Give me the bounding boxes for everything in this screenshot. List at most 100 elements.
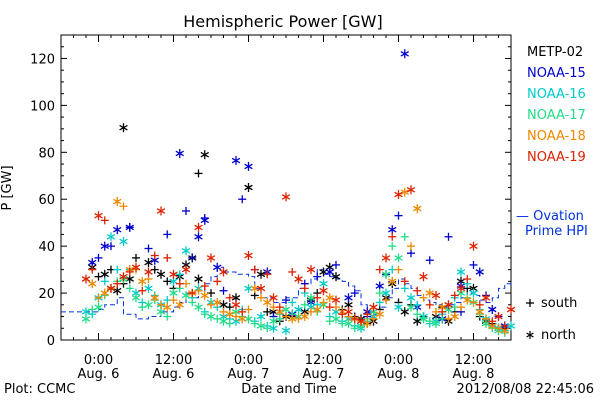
north-point-c [281,327,291,334]
south-point [163,230,172,239]
north-point-c [294,276,303,282]
south-point [132,253,140,262]
north-point-c [256,313,266,320]
north-point-c [206,313,216,320]
south-point [407,242,415,251]
north-point [475,267,484,277]
north-point-c [169,278,178,285]
north-point [269,293,278,303]
north-point [475,307,484,317]
north-point [213,262,222,272]
north-point-c [144,285,153,292]
north-point-c [200,151,209,158]
south-point [238,307,247,316]
north-point-c [94,304,103,310]
north-point [331,272,341,282]
south-point [163,312,172,321]
north-point-c [281,194,291,200]
north-point-c [331,316,341,322]
north-point-c [369,304,378,310]
south-point [188,253,197,262]
north-point-c [119,238,128,245]
north-point-c [419,316,428,322]
north-point [381,269,391,279]
south-point [125,267,134,276]
north-point-c [381,255,391,261]
north-point-c [163,304,172,310]
south-point [163,277,172,286]
north-point-c [131,264,141,271]
ovation-series [61,266,512,320]
north-point [181,246,191,256]
north-point-c [181,262,191,268]
north-point [388,276,397,286]
north-point [119,272,128,282]
north-point [394,253,403,263]
north-point-c [494,313,503,320]
north-point-c [438,304,447,310]
north-point [263,297,272,307]
north-point-c [406,187,416,193]
north-point [219,267,228,277]
north-point-c [488,306,497,313]
south-point [500,321,509,330]
north-point [431,290,441,300]
legend-entry: NOAA-16 [527,87,586,102]
north-point [88,279,97,289]
north-point [81,274,91,284]
south-point [175,270,184,279]
y-tick-label: 0 [47,334,55,349]
x-tick-time: 0:00 [384,353,413,368]
north-point-c [138,278,147,285]
north-point [375,281,384,291]
north-point [281,326,291,336]
south-point [288,298,297,307]
north-point-c [344,301,353,308]
legend-entry: METP-02 [527,45,583,60]
north-point [81,314,91,324]
north-point [381,288,391,298]
x-tick-date: Aug. 7 [228,367,270,382]
south-point [457,303,465,312]
south-point [413,286,422,295]
north-point [344,307,353,317]
north-point-c [194,304,203,310]
north-point [319,286,328,296]
north-point-c [156,309,166,315]
symbol-legend-label: south [541,296,577,311]
north-point-c [113,198,122,205]
north-point-c [431,313,441,320]
north-point [375,309,384,319]
north-point [244,314,253,324]
north-point [456,267,466,277]
north-point [406,302,416,312]
south-point [188,289,197,298]
y-tick-label: 100 [30,99,55,114]
north-point-c [388,278,397,285]
north-point-c [144,259,153,266]
north-point-c [294,306,303,313]
south-point [394,265,403,274]
north-point [169,288,178,298]
ovation-legend-line2: Prime HPI [525,224,588,239]
south-point [425,256,434,265]
north-point [419,314,428,324]
south-point [382,296,390,305]
south-point [425,300,434,309]
south-point [250,265,259,274]
north-point-c [319,280,328,287]
south-point [463,275,472,283]
north-point [131,262,141,272]
x-tick-date: Aug. 6 [153,367,195,382]
north-point [463,295,472,305]
north-point [200,290,209,300]
north-point [150,293,159,303]
south-point [125,284,134,293]
south-point [244,305,253,314]
footer-left: Plot: CCMC [4,382,75,397]
north-point [400,307,409,317]
south-point [107,242,115,251]
north-point [88,258,97,268]
north-point-c [256,285,266,292]
north-point-c [231,301,241,308]
